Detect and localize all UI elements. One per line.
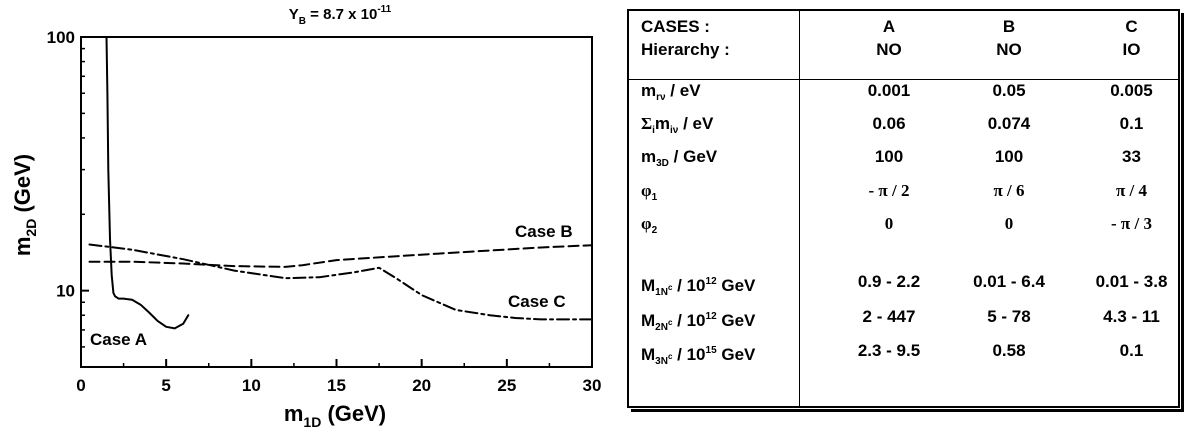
- m2n-b: 5 - 78: [987, 307, 1031, 326]
- x-tick-label: 20: [412, 376, 431, 395]
- phi1-b: π / 6: [993, 181, 1025, 200]
- x-tick-label: 30: [583, 376, 602, 395]
- mrv-c: 0.005: [1110, 81, 1153, 100]
- m2n-a: 2 - 447: [862, 307, 916, 326]
- table-header-rule: [629, 79, 1178, 80]
- m1n-b: 0.01 - 6.4: [973, 272, 1045, 291]
- series-layer: [88, 36, 593, 330]
- series-line-case-a: [105, 36, 190, 330]
- case-a-header: A: [882, 17, 896, 36]
- table-column-divider: [799, 11, 800, 406]
- sum-miv-a: 0.06: [872, 114, 906, 133]
- chart-panel: YB = 8.7 x 10-11 0 5 10 15 20 25 30 10 100 Case…: [10, 4, 601, 430]
- m3n-b: 0.58: [992, 341, 1026, 360]
- annotation-case-a: Case A: [90, 330, 147, 349]
- mrv-a: 0.001: [867, 81, 911, 100]
- hierarchy-c: IO: [1122, 40, 1141, 59]
- hierarchy-b: NO: [996, 40, 1022, 59]
- chart-svg: YB = 8.7 x 10-11 0 5 10 15 20 25 30 10 100 Case…: [10, 4, 601, 430]
- table-shadow: [631, 13, 1184, 412]
- row-label-phi1: φ1: [641, 181, 658, 203]
- y-tick-label: 100: [47, 28, 75, 47]
- y-axis: 10 100: [47, 28, 89, 348]
- hierarchy-a: NO: [876, 40, 902, 59]
- x-tick-label: 10: [242, 376, 261, 395]
- cases-label: CASES :: [641, 17, 710, 36]
- x-axis: 0 5 10 15 20 25 30: [76, 359, 601, 395]
- row-label-m2n: M2Nc / 1012 GeV: [641, 311, 756, 333]
- annotation-case-b: Case B: [515, 222, 573, 241]
- x-tick-label: 25: [497, 376, 516, 395]
- phi1-c: π / 4: [1115, 181, 1148, 200]
- row-label-sum-miv: Σimiν / eV: [641, 114, 714, 136]
- series-line-case-c: [88, 243, 593, 321]
- series-line-case-b: [88, 244, 593, 268]
- y-axis-label: m2D (GeV): [10, 154, 39, 256]
- m3d-c: 33: [1122, 147, 1141, 166]
- m1n-a: 0.9 - 2.2: [857, 272, 921, 291]
- row-label-m3n: M3Nc / 1015 GeV: [641, 345, 756, 367]
- case-c-header: C: [1125, 17, 1138, 36]
- x-tick-label: 0: [76, 376, 85, 395]
- chart-title: YB = 8.7 x 10-11: [289, 4, 392, 27]
- x-axis-label: m1D (GeV): [284, 401, 386, 430]
- m3d-b: 100: [994, 147, 1024, 166]
- row-label-m1n: M1Nc / 1012 GeV: [641, 276, 756, 298]
- phi2-c: - π / 3: [1111, 214, 1152, 233]
- m3n-c: 0.1: [1119, 341, 1144, 360]
- annotation-case-c: Case C: [508, 292, 566, 311]
- phi1-a: - π / 2: [868, 181, 910, 200]
- row-label-phi2: φ2: [641, 214, 658, 236]
- row-label-mrv: mrν / eV: [641, 81, 701, 103]
- case-b-header: B: [1002, 17, 1016, 36]
- sum-miv-c: 0.1: [1119, 114, 1144, 133]
- phi2-b: 0: [1004, 214, 1014, 233]
- sum-miv-b: 0.074: [987, 114, 1031, 133]
- m1n-c: 0.01 - 3.8: [1095, 272, 1168, 291]
- m3n-a: 2.3 - 9.5: [857, 341, 921, 360]
- mrv-b: 0.05: [992, 81, 1026, 100]
- y-tick-label: 10: [56, 282, 75, 301]
- m2n-c: 4.3 - 11: [1103, 307, 1160, 326]
- parameters-table: CASES : Hierarchy : A B C NO NO IO mrν /…: [627, 9, 1180, 408]
- hierarchy-label: Hierarchy :: [641, 40, 730, 59]
- x-tick-label: 5: [161, 376, 170, 395]
- row-label-m3d: m3D / GeV: [641, 147, 718, 169]
- m3d-a: 100: [874, 147, 904, 166]
- x-tick-label: 15: [327, 376, 346, 395]
- phi2-a: 0: [884, 214, 894, 233]
